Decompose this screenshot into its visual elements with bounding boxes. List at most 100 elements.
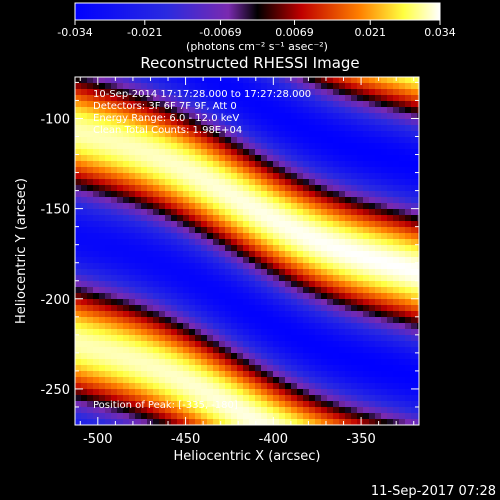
heatmap-cell <box>411 83 418 90</box>
heatmap-cell <box>357 215 364 222</box>
heatmap-cell <box>261 365 268 372</box>
heatmap-cell <box>183 323 190 330</box>
heatmap-cell <box>129 149 136 156</box>
heatmap-cell <box>255 113 262 120</box>
heatmap-cell <box>153 311 160 318</box>
heatmap-cell <box>195 281 202 288</box>
heatmap-cell <box>381 251 388 258</box>
heatmap-cell <box>333 419 340 425</box>
heatmap-cell <box>411 257 418 264</box>
heatmap-cell <box>75 191 82 198</box>
heatmap-cell <box>219 167 226 174</box>
heatmap-cell <box>393 203 400 210</box>
heatmap-cell <box>153 185 160 192</box>
heatmap-cell <box>255 155 262 162</box>
heatmap-cell <box>387 269 394 276</box>
heatmap-cell <box>159 311 166 318</box>
heatmap-cell <box>381 101 388 108</box>
heatmap-cell <box>93 389 100 396</box>
heatmap-cell <box>129 383 136 390</box>
heatmap-cell <box>81 407 88 414</box>
heatmap-cell <box>225 215 232 222</box>
heatmap-cell <box>315 233 322 240</box>
heatmap-cell <box>285 329 292 336</box>
heatmap-cell <box>267 167 274 174</box>
heatmap-cell <box>93 89 100 96</box>
heatmap-cell <box>213 341 220 348</box>
heatmap-cell <box>117 167 124 174</box>
heatmap-cell <box>351 341 358 348</box>
heatmap-cell <box>255 371 262 378</box>
heatmap-cell <box>153 347 160 354</box>
heatmap-cell <box>207 359 214 366</box>
heatmap-cell <box>249 263 256 270</box>
heatmap-cell <box>225 89 232 96</box>
heatmap-cell <box>333 83 340 90</box>
heatmap-cell <box>417 95 419 102</box>
heatmap-cell <box>411 413 418 420</box>
heatmap-cell <box>375 389 382 396</box>
heatmap-cell <box>273 377 280 384</box>
heatmap-cell <box>279 239 286 246</box>
heatmap-cell <box>195 263 202 270</box>
heatmap-cell <box>273 245 280 252</box>
heatmap-cell <box>381 341 388 348</box>
heatmap-cell <box>213 119 220 126</box>
heatmap-cell <box>93 251 100 258</box>
heatmap-cell <box>153 143 160 150</box>
heatmap-cell <box>345 389 352 396</box>
heatmap-cell <box>75 293 82 300</box>
heatmap-cell <box>219 257 226 264</box>
heatmap-cell <box>87 377 94 384</box>
heatmap-cell <box>141 137 148 144</box>
heatmap-cell <box>345 89 352 96</box>
heatmap-cell <box>345 95 352 102</box>
heatmap-cell <box>165 143 172 150</box>
heatmap-cell <box>291 245 298 252</box>
heatmap-cell <box>255 383 262 390</box>
heatmap-cell <box>309 209 316 216</box>
heatmap-cell <box>153 239 160 246</box>
heatmap-cell <box>165 113 172 120</box>
heatmap-cell <box>279 167 286 174</box>
heatmap-cell <box>105 371 112 378</box>
heatmap-cell <box>267 185 274 192</box>
heatmap-cell <box>351 101 358 108</box>
heatmap-cell <box>339 269 346 276</box>
heatmap-cell <box>129 329 136 336</box>
heatmap-cell <box>75 389 82 396</box>
heatmap-cell <box>339 251 346 258</box>
heatmap-cell <box>369 407 376 414</box>
heatmap-cell <box>315 311 322 318</box>
heatmap-cell <box>273 131 280 138</box>
heatmap-cell <box>159 287 166 294</box>
heatmap-cell <box>357 167 364 174</box>
heatmap-cell <box>249 413 256 420</box>
heatmap-cell <box>177 401 184 408</box>
heatmap-cell <box>297 353 304 360</box>
heatmap-cell <box>105 119 112 126</box>
heatmap-cell <box>183 143 190 150</box>
heatmap-cell <box>225 101 232 108</box>
heatmap-cell <box>201 359 208 366</box>
heatmap-cell <box>381 107 388 114</box>
heatmap-cell <box>213 89 220 96</box>
heatmap-cell <box>231 125 238 132</box>
heatmap-cell <box>363 107 370 114</box>
heatmap-cell <box>189 83 196 90</box>
heatmap-cell <box>201 335 208 342</box>
heatmap-cell <box>243 137 250 144</box>
heatmap-cell <box>309 215 316 222</box>
heatmap-cell <box>195 413 202 420</box>
heatmap-cell <box>399 281 406 288</box>
heatmap-cell <box>255 353 262 360</box>
heatmap-cell <box>375 119 382 126</box>
heatmap-cell <box>117 365 124 372</box>
heatmap-cell <box>123 305 130 312</box>
heatmap-cell <box>81 137 88 144</box>
heatmap-cell <box>363 155 370 162</box>
heatmap-cell <box>201 395 208 402</box>
heatmap-cell <box>75 371 82 378</box>
heatmap-cell <box>225 239 232 246</box>
heatmap-cell <box>297 419 304 425</box>
